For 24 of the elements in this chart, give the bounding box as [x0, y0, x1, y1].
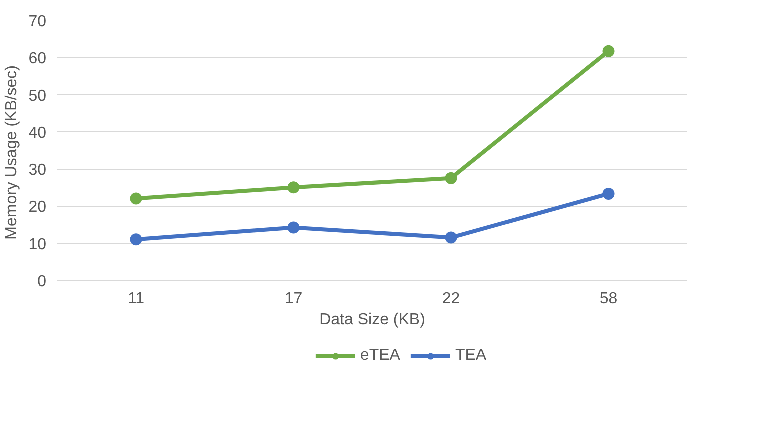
y-tick-label: 10	[28, 236, 47, 254]
y-tick-label: 70	[28, 14, 47, 30]
legend-label: eTEA	[360, 347, 400, 365]
y-tick-label: 50	[28, 88, 47, 105]
point	[445, 232, 458, 244]
x-tick-label: 17	[284, 290, 303, 308]
x-tick-label: 11	[128, 290, 145, 308]
y-tick-label: 20	[28, 199, 47, 216]
y-tick-label: 30	[28, 162, 47, 180]
y-tick-label: 60	[28, 50, 47, 68]
point	[288, 182, 300, 194]
y-axis-title: Memory Usage (KB/sec)	[4, 66, 21, 240]
point	[602, 45, 615, 58]
x-tick-label: 58	[600, 290, 618, 308]
point	[602, 188, 615, 200]
y-tick-label: 0	[38, 274, 47, 290]
point	[130, 234, 142, 246]
x-tick-label: 22	[442, 290, 460, 308]
point	[288, 222, 300, 234]
legend-label: TEA	[455, 347, 487, 365]
x-axis-title: Data Size (KB)	[320, 312, 426, 328]
point	[130, 192, 142, 205]
y-tick-label: 40	[28, 124, 47, 142]
point	[445, 172, 458, 184]
